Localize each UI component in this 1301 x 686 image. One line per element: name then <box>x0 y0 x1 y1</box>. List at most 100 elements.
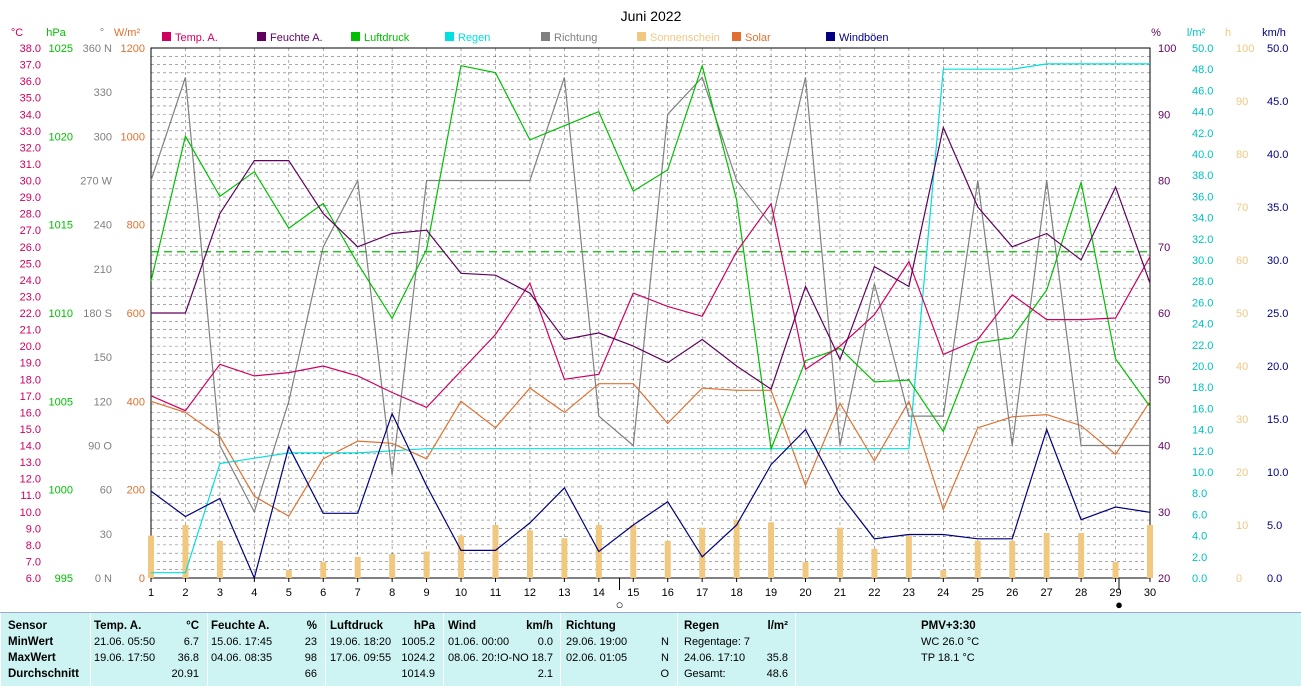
legend-swatch <box>826 32 835 41</box>
stats-luftdruck-avg-value: 1014.9 <box>401 668 435 680</box>
axis-tick-rain: 8.0 <box>1192 488 1207 500</box>
x-tick-label: 13 <box>558 587 570 599</box>
stats-luftdruck-unit: hPa <box>413 620 435 632</box>
stats-regen-total-value: 48.6 <box>766 668 788 680</box>
stats-temp-min-value: 6.7 <box>183 636 199 648</box>
axis-tick-temp: 10.0 <box>20 507 41 519</box>
axis-tick-wind: 15.0 <box>1267 414 1288 426</box>
axis-tick-temp: 24.0 <box>20 275 41 287</box>
axis-tick-wind: 20.0 <box>1267 361 1288 373</box>
series-line-solar <box>150 383 1151 518</box>
axis-tick-temp: 22.0 <box>20 308 41 320</box>
x-tick-label: 12 <box>524 587 536 599</box>
stats-temp-max-value: 36.8 <box>177 652 199 664</box>
axis-tick-temp: 31.0 <box>20 159 41 171</box>
axis-tick-wind: 35.0 <box>1267 202 1288 214</box>
x-tick-label: 26 <box>1006 587 1018 599</box>
axis-tick-dir: 30 <box>100 529 112 541</box>
stats-richtung-min-time: 29.06. 19:00 <box>566 636 628 648</box>
sunshine-bar <box>871 548 878 578</box>
legend-swatch <box>351 32 360 41</box>
stats-regen-header: Regen <box>684 620 720 632</box>
stats-wind-max-time: 08.06. 20:!O-NO <box>448 652 529 664</box>
axis-tick-temp: 21.0 <box>20 325 41 337</box>
axis-tick-dir: 240 <box>94 220 112 232</box>
sunshine-bar <box>1043 532 1050 578</box>
axis-tick-sun: 70 <box>1236 202 1248 214</box>
axis-unit-wind: km/h <box>1262 27 1286 39</box>
axis-tick-rain: 4.0 <box>1192 531 1207 543</box>
legend-swatch <box>445 32 454 41</box>
axis-tick-sun: 100 <box>1236 43 1254 55</box>
sunshine-bar <box>664 540 671 578</box>
sunshine-bar <box>802 562 809 578</box>
axis-unit-hpa: hPa <box>46 27 66 39</box>
stats-luftdruck-column: Luftdruck hPa 19.06. 18:20 1005.2 17.06.… <box>325 613 443 686</box>
axis-tick-rain: 6.0 <box>1192 509 1207 521</box>
axis-tick-solar: 600 <box>127 308 145 320</box>
axis-tick-sun: 50 <box>1236 308 1248 320</box>
sunshine-bar <box>354 556 361 578</box>
stats-regen-column: Regen l/m² Regentage: 7 24.06. 17:10 35.… <box>677 613 795 686</box>
x-tick-label: 5 <box>286 587 292 599</box>
legend-swatch <box>162 32 171 41</box>
axis-tick-sun: 30 <box>1236 414 1248 426</box>
axis-tick-hpa: 1005 <box>49 396 73 408</box>
stats-pmv-column: PMV+3:30 WC 26.0 °C TP 18.1 °C <box>795 613 1301 686</box>
sunshine-bar <box>1078 532 1085 578</box>
stats-wind-unit: km/h <box>526 620 553 632</box>
axis-tick-rain: 44.0 <box>1192 107 1213 119</box>
sunshine-bar <box>285 570 292 578</box>
axis-tick-wind: 40.0 <box>1267 149 1288 161</box>
stats-feuchte-unit: % <box>306 620 317 632</box>
stats-luftdruck-min-time: 19.06. 18:20 <box>330 636 392 648</box>
legend-label: Solar <box>745 32 771 44</box>
chart-title: Juni 2022 <box>621 8 682 24</box>
series-line-temp <box>150 202 1151 412</box>
stats-wind-min-value: 0.0 <box>537 636 553 648</box>
axis-tick-hum: 40 <box>1158 441 1170 453</box>
axis-tick-temp: 34.0 <box>20 109 41 121</box>
series-line-dir <box>150 76 1150 514</box>
axis-tick-sun: 0 <box>1236 573 1242 585</box>
axis-tick-temp: 32.0 <box>20 142 41 154</box>
legend-label: Regen <box>458 32 490 44</box>
axis-tick-dir: 360 N <box>83 43 112 55</box>
axis-tick-hpa: 995 <box>55 573 73 585</box>
stats-feuchte-max-time: 04.06. 08:35 <box>211 652 273 664</box>
sunshine-bar <box>423 551 430 578</box>
x-tick-label: 7 <box>355 587 361 599</box>
stats-regen-total-label: Gesamt: <box>684 668 726 680</box>
stats-luftdruck-min-value: 1005.2 <box>401 636 435 648</box>
sunshine-bar <box>526 530 533 578</box>
stats-sensor-header: Sensor <box>8 620 47 632</box>
x-tick-label: 1 <box>148 587 154 599</box>
legend-label: Windböen <box>839 32 889 44</box>
axis-tick-hum: 90 <box>1158 109 1170 121</box>
axis-tick-temp: 25.0 <box>20 258 41 270</box>
stats-feuchte-column: Feuchte A. % 15.06. 17:45 23 04.06. 08:3… <box>207 613 325 686</box>
axis-tick-hpa: 1020 <box>49 131 73 143</box>
sunshine-bar <box>389 554 396 578</box>
axis-tick-hpa: 1000 <box>49 485 73 497</box>
axis-tick-rain: 34.0 <box>1192 213 1213 225</box>
legend-swatch <box>637 32 646 41</box>
legend-swatch <box>257 32 266 41</box>
x-tick-label: 6 <box>320 587 326 599</box>
x-tick-label: 2 <box>182 587 188 599</box>
axis-tick-wind: 25.0 <box>1267 308 1288 320</box>
axis-tick-wind: 45.0 <box>1267 96 1288 108</box>
stats-feuchte-min-time: 15.06. 17:45 <box>211 636 273 648</box>
stats-richtung-max-time: 02.06. 01:05 <box>566 652 628 664</box>
stats-richtung-max-value: N <box>661 652 669 664</box>
moon-phase-new-icon: ● <box>1115 597 1123 612</box>
axis-unit-dir: ° <box>100 27 104 39</box>
axis-tick-rain: 20.0 <box>1192 361 1213 373</box>
sunshine-bar <box>182 525 189 578</box>
axis-tick-sun: 10 <box>1236 520 1248 532</box>
stats-wind-avg-value: 2.1 <box>537 668 553 680</box>
series-line-wind <box>150 412 1151 580</box>
axis-tick-rain: 10.0 <box>1192 467 1213 479</box>
axis-tick-rain: 22.0 <box>1192 340 1213 352</box>
sunshine-bar <box>320 562 327 578</box>
